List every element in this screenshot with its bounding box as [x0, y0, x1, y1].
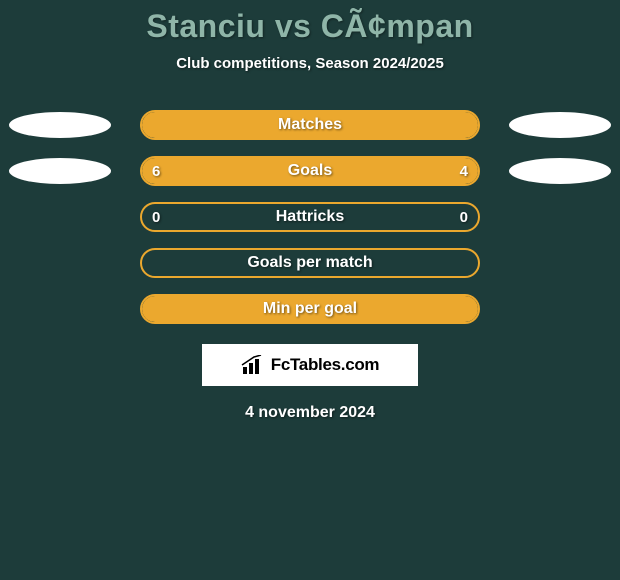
stat-label: Min per goal — [263, 300, 357, 318]
stat-row-hattricks: 0 Hattricks 0 — [0, 202, 620, 232]
stat-row-goals: 6 Goals 4 — [0, 156, 620, 186]
page-subtitle: Club competitions, Season 2024/2025 — [176, 55, 444, 72]
stat-value-left: 6 — [152, 163, 160, 180]
player-right-ellipse — [509, 112, 611, 138]
player-left-ellipse — [9, 112, 111, 138]
stat-label: Goals per match — [247, 254, 372, 272]
bar-chart-icon — [241, 355, 265, 375]
page-title: Stanciu vs CÃ¢mpan — [146, 8, 473, 45]
stats-area: Matches 6 Goals 4 0 Hattricks — [0, 110, 620, 324]
player-right-ellipse — [509, 158, 611, 184]
stat-bar-gpm: Goals per match — [140, 248, 480, 278]
date-label: 4 november 2024 — [245, 404, 375, 422]
stat-row-matches: Matches — [0, 110, 620, 140]
stat-row-gpm: Goals per match — [0, 248, 620, 278]
bar-fill-right — [344, 158, 478, 184]
stat-row-mpg: Min per goal — [0, 294, 620, 324]
stat-bar-goals: 6 Goals 4 — [140, 156, 480, 186]
stat-bar-hattricks: 0 Hattricks 0 — [140, 202, 480, 232]
player-left-ellipse — [9, 158, 111, 184]
branding-badge: FcTables.com — [202, 344, 418, 386]
stat-value-right: 4 — [460, 163, 468, 180]
stat-label: Matches — [278, 116, 342, 134]
stat-label: Goals — [288, 162, 332, 180]
stat-bar-mpg: Min per goal — [140, 294, 480, 324]
branding-text: FcTables.com — [271, 355, 380, 375]
stat-label: Hattricks — [276, 208, 344, 226]
stat-value-left: 0 — [152, 209, 160, 226]
stat-value-right: 0 — [460, 209, 468, 226]
stat-bar-matches: Matches — [140, 110, 480, 140]
